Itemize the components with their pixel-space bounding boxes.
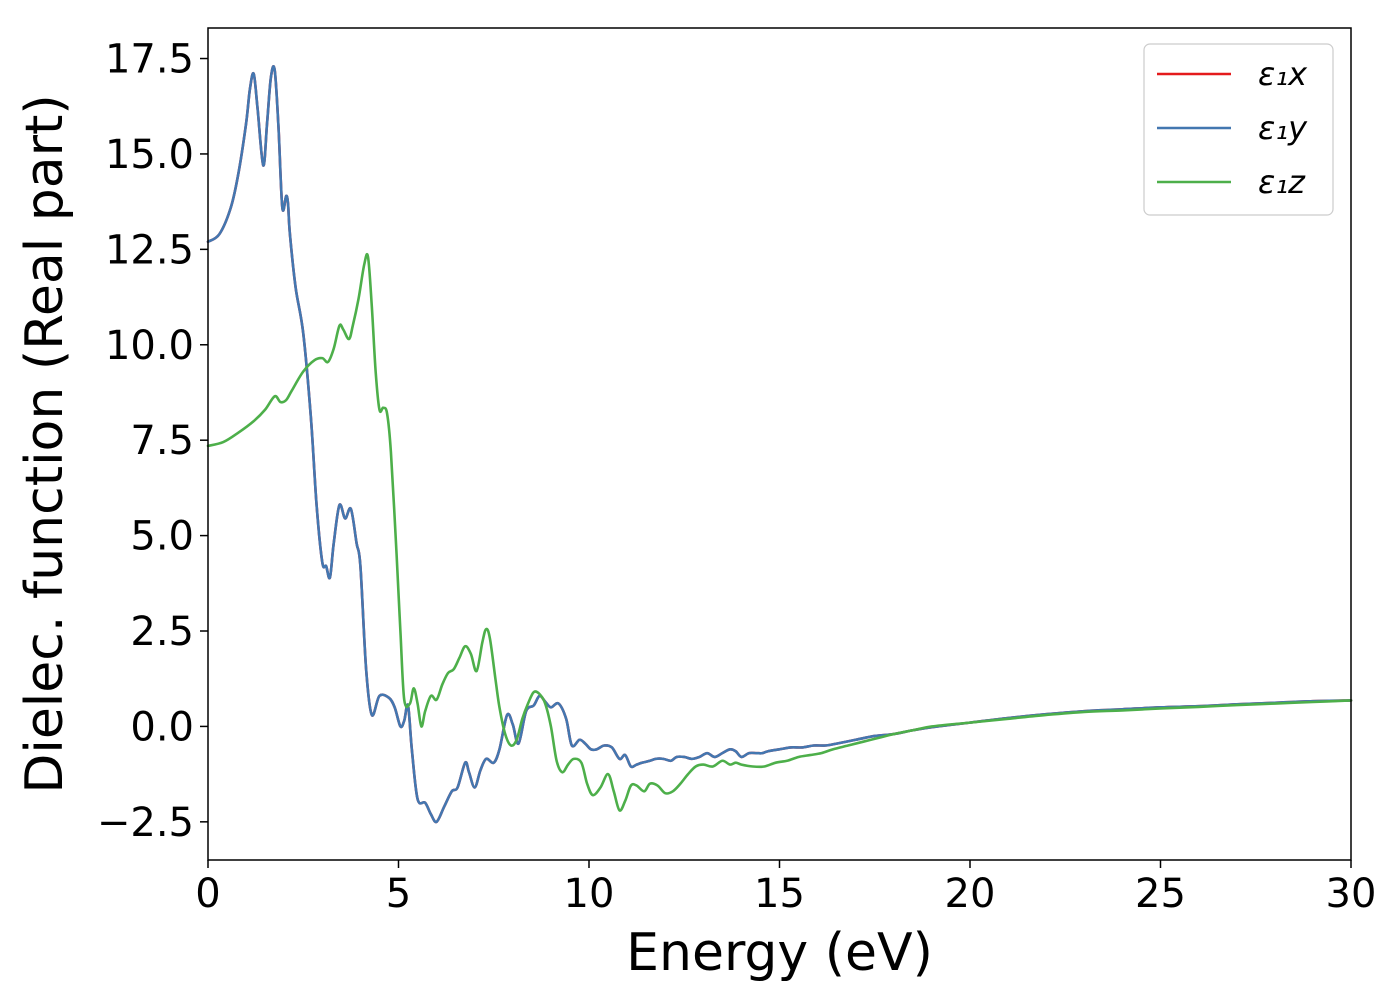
y-tick-label: 12.5 (105, 227, 194, 273)
y-tick-label: 15.0 (105, 132, 194, 178)
x-tick-label: 10 (564, 871, 615, 917)
legend-box (1143, 43, 1334, 216)
x-axis-label: Energy (eV) (626, 923, 933, 983)
y-tick-label: 5.0 (130, 514, 194, 560)
y-tick-label: 2.5 (130, 609, 194, 655)
y-tick-label: −2.5 (97, 800, 194, 846)
y-tick-label: 17.5 (105, 37, 194, 83)
legend-label-eps1-y: ε₁y (1258, 109, 1308, 147)
y-tick-label: 7.5 (130, 418, 194, 464)
y-axis: −2.5 0.0 2.5 5.0 7.5 10.0 12.5 15.0 17.5 (97, 37, 208, 846)
legend-label-eps1-z: ε₁z (1258, 163, 1306, 201)
x-tick-label: 30 (1326, 871, 1377, 917)
y-axis-label: Dielec. function (Real part) (15, 94, 75, 793)
y-tick-label: 10.0 (105, 323, 194, 369)
x-tick-label: 20 (945, 871, 996, 917)
x-tick-label: 0 (195, 871, 220, 917)
x-tick-label: 25 (1135, 871, 1186, 917)
x-tick-label: 15 (754, 871, 805, 917)
x-axis: 0 5 10 15 20 25 30 (195, 860, 1376, 917)
x-tick-label: 5 (386, 871, 411, 917)
series-line-eps1-z (206, 252, 1353, 812)
legend: ε₁x ε₁y ε₁z (1143, 43, 1334, 216)
series-lines (206, 65, 1353, 824)
legend-label-eps1-x: ε₁x (1258, 55, 1308, 93)
series-line-eps1-y (206, 65, 1353, 824)
y-tick-label: 0.0 (130, 704, 194, 750)
